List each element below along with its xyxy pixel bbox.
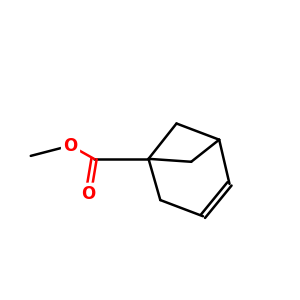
Text: O: O [81, 185, 95, 203]
Text: O: O [63, 136, 78, 154]
